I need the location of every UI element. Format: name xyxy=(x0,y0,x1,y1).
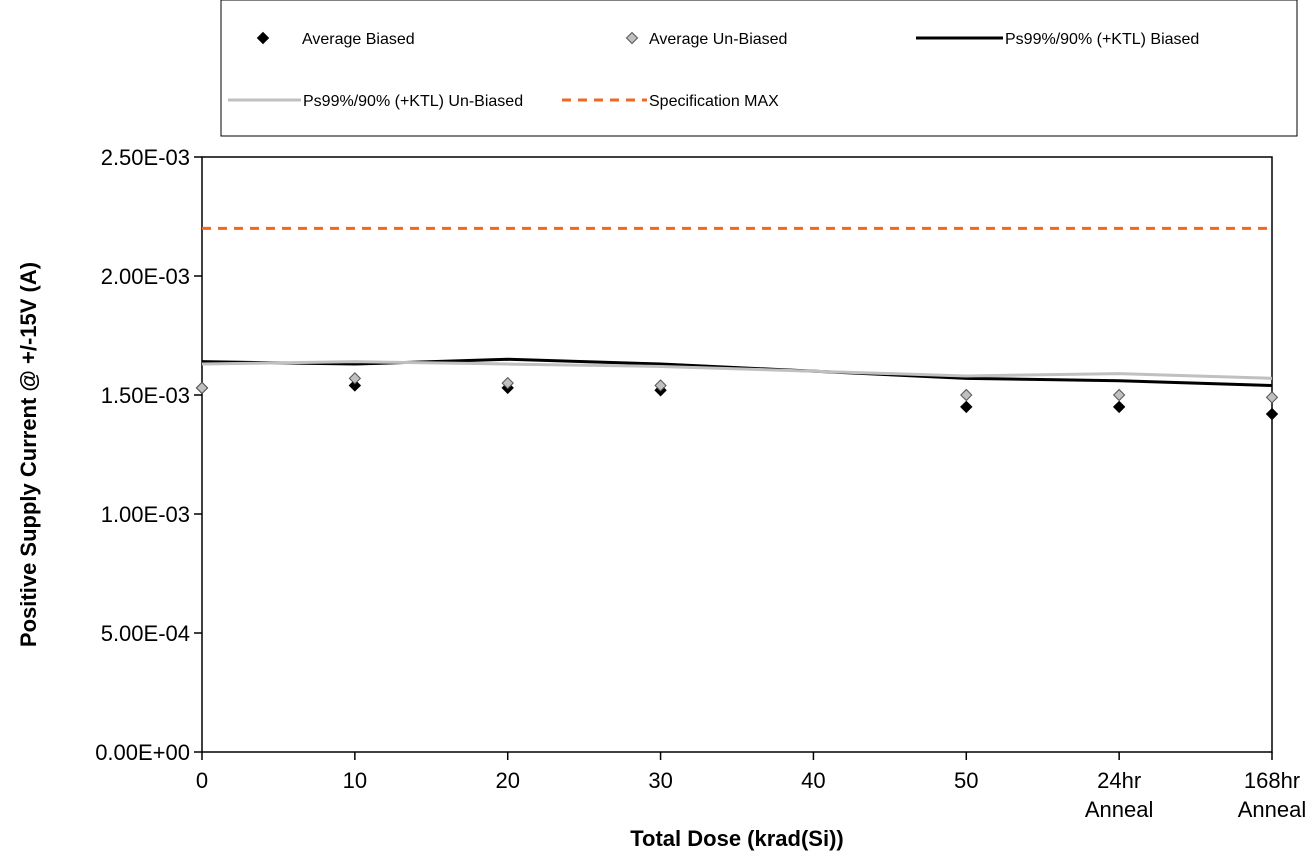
x-tick-label: 168hr xyxy=(1244,768,1300,793)
legend-marker xyxy=(625,31,639,45)
data-point xyxy=(960,400,973,414)
legend-label: Average Biased xyxy=(302,31,415,48)
x-tick-label: Anneal xyxy=(1238,797,1307,822)
data-point xyxy=(348,372,362,385)
y-tick-label: 2.50E-03 xyxy=(101,145,190,170)
legend-item: Average Biased xyxy=(256,31,415,48)
x-tick-label: 0 xyxy=(196,768,208,793)
series-3 xyxy=(201,360,1273,380)
legend-item: Specification MAX xyxy=(562,93,779,110)
legend-box xyxy=(220,0,1298,137)
plot-frame xyxy=(201,156,1273,753)
legend-label: Average Un-Biased xyxy=(649,31,787,48)
axes: 0.00E+00 5.00E-04 1.00E-03 1.50E-03 2.00E-03… xyxy=(95,145,1306,822)
data-point xyxy=(195,381,209,395)
legend-label: Specification MAX xyxy=(649,93,779,110)
y-tick-label: 1.50E-03 xyxy=(101,383,190,408)
x-tick-label: 50 xyxy=(954,768,978,793)
x-axis-title: Total Dose (krad(Si)) xyxy=(630,826,844,851)
y-tick-label: 0.00E+00 xyxy=(95,740,190,765)
data-point xyxy=(1265,407,1279,421)
data-point xyxy=(654,379,667,392)
legend-item: Ps99%/90% (+KTL) Un-Biased xyxy=(228,93,523,110)
x-tick-label: 24hr xyxy=(1097,768,1141,793)
series-line xyxy=(201,357,1273,387)
x-tick-label: 40 xyxy=(801,768,825,793)
data-point xyxy=(501,376,514,390)
y-tick-label: 2.00E-03 xyxy=(101,264,190,289)
x-tick-label: 10 xyxy=(343,768,367,793)
legend-label: Ps99%/90% (+KTL) Biased xyxy=(1005,31,1199,48)
y-tick-label: 5.00E-04 xyxy=(101,621,190,646)
data-point xyxy=(1112,388,1126,402)
legend-item: Ps99%/90% (+KTL) Biased xyxy=(916,31,1199,48)
y-tick-label: 1.00E-03 xyxy=(101,502,190,527)
data-point xyxy=(348,379,362,392)
plot-area xyxy=(195,226,1279,421)
x-tick-label: 30 xyxy=(648,768,672,793)
data-point xyxy=(960,388,973,402)
legend-item: Average Un-Biased xyxy=(625,31,787,48)
series-0 xyxy=(195,379,1279,421)
x-tick-label: Anneal xyxy=(1085,797,1154,822)
legend-label: Ps99%/90% (+KTL) Un-Biased xyxy=(303,93,523,110)
y-axis-title: Positive Supply Current @ +/-15V (A) xyxy=(16,262,41,647)
x-tick-label: 20 xyxy=(495,768,519,793)
data-point xyxy=(1265,391,1279,404)
legend-marker xyxy=(256,31,270,45)
series-line xyxy=(201,360,1273,380)
series-1 xyxy=(195,372,1279,404)
data-point xyxy=(1112,400,1126,414)
legend: Average Biased Average Un-Biased Ps99%/90%… xyxy=(220,0,1298,137)
series-2 xyxy=(201,357,1273,387)
